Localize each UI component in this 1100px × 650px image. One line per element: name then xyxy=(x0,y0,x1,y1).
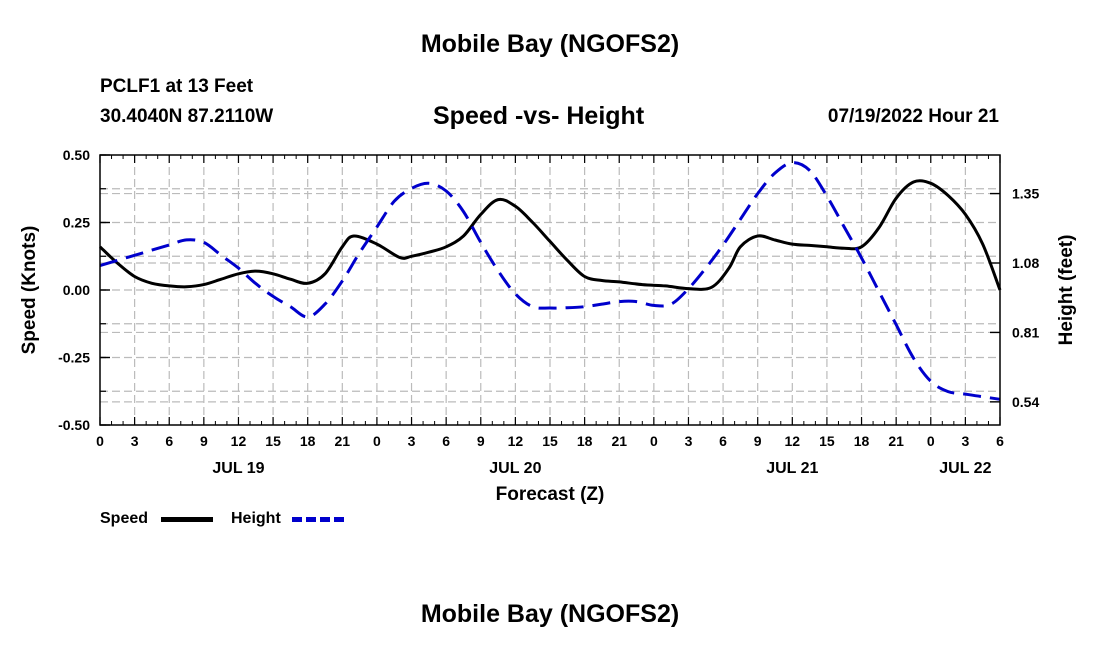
y2-tick-label: 0.54 xyxy=(1012,394,1039,410)
series-line-height xyxy=(99,161,1001,401)
x-tick-label: 12 xyxy=(785,433,801,449)
footer-title: Mobile Bay (NGOFS2) xyxy=(420,600,680,628)
y-tick-label: 0.25 xyxy=(63,215,90,231)
x-tick-label: 18 xyxy=(577,433,593,449)
x-tick-label: 0 xyxy=(373,433,381,449)
axis-ticks xyxy=(99,154,1001,426)
chart-subtitle: Speed -vs- Height xyxy=(433,102,645,130)
chart-svg: 0 3 6 9 12 15 18 21 0 3 6 9 12 15 18 21 0 3 6 9 12 15 18 21 0 3 6 -… xyxy=(19,147,1077,505)
legend-height-swatch xyxy=(292,517,344,522)
chart-title: Mobile Bay (NGOFS2) xyxy=(420,30,680,58)
y-axis-title: Speed (Knots) xyxy=(19,226,40,355)
y2-axis-title: Height (feet) xyxy=(1056,235,1077,346)
x-tick-label: 18 xyxy=(300,433,316,449)
x-tick-label: 3 xyxy=(408,433,416,449)
x-tick-label: 12 xyxy=(508,433,524,449)
series-layer xyxy=(98,161,1002,401)
legend-speed-label: Speed xyxy=(100,510,149,527)
x-tick-label: 15 xyxy=(819,433,835,449)
day-label: JUL 19 xyxy=(212,460,264,477)
coordinates-label: 30.4040N 87.2110W xyxy=(100,106,274,127)
y-tick-label: 0.50 xyxy=(63,147,90,163)
x-tick-label: 9 xyxy=(477,433,485,449)
x-tick-label: 15 xyxy=(265,433,281,449)
legend-height-label: Height xyxy=(231,510,281,527)
x-tick-label: 21 xyxy=(335,433,351,449)
day-label: JUL 20 xyxy=(489,460,541,477)
x-tick-label: 21 xyxy=(611,433,627,449)
x-tick-label: 0 xyxy=(927,433,935,449)
x-tick-label: 21 xyxy=(888,433,904,449)
y2-tick-label: 0.81 xyxy=(1012,324,1039,340)
y-tick-label: -0.25 xyxy=(58,350,90,366)
x-tick-label: 3 xyxy=(961,433,969,449)
series-line-speed xyxy=(98,179,1002,291)
grid xyxy=(100,155,1000,425)
x-tick-label: 6 xyxy=(996,433,1004,449)
x-axis-title: Forecast (Z) xyxy=(496,484,605,505)
legend-speed-swatch xyxy=(161,517,213,522)
x-tick-label: 9 xyxy=(754,433,762,449)
x-tick-label: 0 xyxy=(650,433,658,449)
x-tick-label: 0 xyxy=(96,433,104,449)
y2-tick-label: 1.35 xyxy=(1012,186,1039,202)
station-label: PCLF1 at 13 Feet xyxy=(100,76,254,97)
day-label: JUL 21 xyxy=(766,460,818,477)
x-tick-label: 15 xyxy=(542,433,558,449)
x-tick-label: 6 xyxy=(165,433,173,449)
day-label: JUL 22 xyxy=(939,460,991,477)
x-tick-label: 3 xyxy=(685,433,693,449)
x-tick-label: 3 xyxy=(131,433,139,449)
forecast-datetime: 07/19/2022 Hour 21 xyxy=(827,106,999,127)
x-tick-label: 6 xyxy=(719,433,727,449)
y-tick-label: 0.00 xyxy=(63,282,90,298)
x-tick-label: 9 xyxy=(200,433,208,449)
x-tick-label: 18 xyxy=(854,433,870,449)
y2-tick-label: 1.08 xyxy=(1012,255,1039,271)
y-tick-label: -0.50 xyxy=(58,417,90,433)
axis-labels: 0 3 6 9 12 15 18 21 0 3 6 9 12 15 18 21 0 3 6 9 12 15 18 21 0 3 6 -… xyxy=(19,147,1077,505)
x-tick-label: 12 xyxy=(231,433,247,449)
x-tick-label: 6 xyxy=(442,433,450,449)
